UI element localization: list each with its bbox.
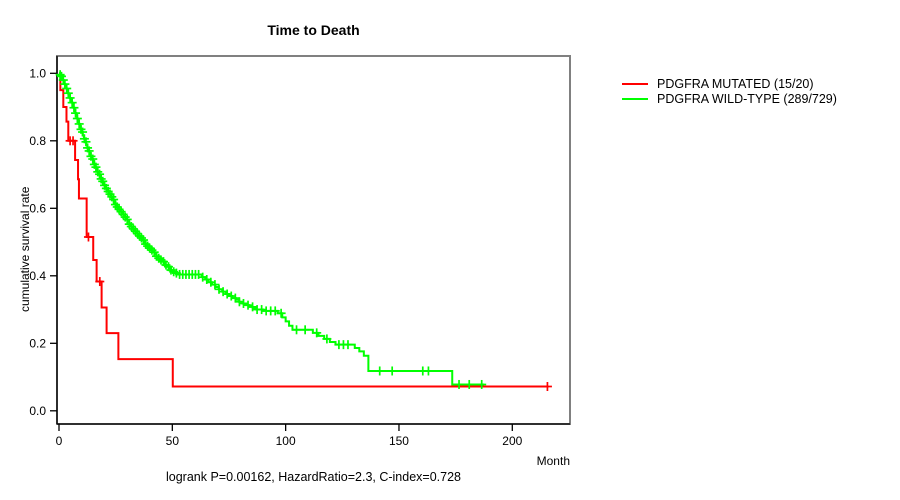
x-axis-tick-label: 100 xyxy=(276,434,296,448)
plot-box xyxy=(56,55,571,425)
legend: PDGFRA MUTATED (15/20) PDGFRA WILD-TYPE … xyxy=(622,76,837,106)
y-axis-tick-label: 0.6 xyxy=(29,201,46,215)
chart-title: Time to Death xyxy=(267,22,360,38)
legend-label-mutated: PDGFRA MUTATED (15/20) xyxy=(657,76,814,91)
x-axis-unit-label: Month xyxy=(536,454,570,468)
stats-caption: logrank P=0.00162, HazardRatio=2.3, C-in… xyxy=(166,470,461,484)
legend-line-wild-type-icon xyxy=(622,97,648,100)
legend-label-wild-type: PDGFRA WILD-TYPE (289/729) xyxy=(657,91,837,106)
survival-curve-mutated xyxy=(59,72,549,388)
legend-item-mutated: PDGFRA MUTATED (15/20) xyxy=(622,76,837,91)
x-axis-tick-label: 200 xyxy=(502,434,522,448)
x-axis-tick-label: 150 xyxy=(389,434,409,448)
x-axis-tick-label: 50 xyxy=(166,434,180,448)
y-axis-tick-label: 1.0 xyxy=(29,66,46,80)
y-axis-tick-label: 0.8 xyxy=(29,134,46,148)
survival-curve-wild-type xyxy=(58,72,484,386)
legend-line-mutated-icon xyxy=(622,82,648,85)
y-axis-tick-label: 0.4 xyxy=(29,269,46,283)
x-axis-tick-label: 0 xyxy=(56,434,63,448)
y-axis-tick-label: 0.2 xyxy=(29,336,46,350)
legend-item-wild-type: PDGFRA WILD-TYPE (289/729) xyxy=(622,91,837,106)
y-axis-tick-label: 0.0 xyxy=(29,404,46,418)
